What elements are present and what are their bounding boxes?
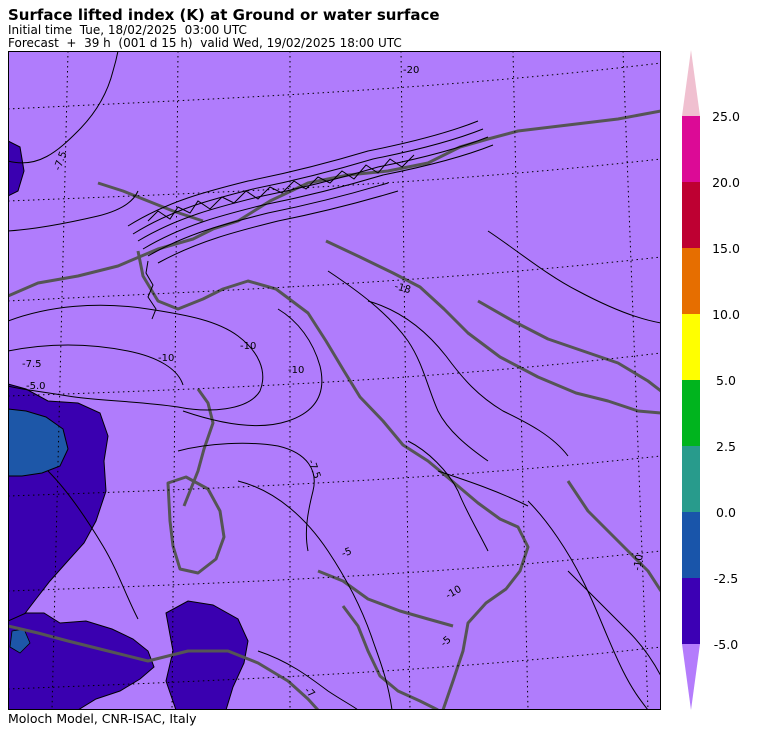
- forecast-valid-line: Forecast + 39 h (001 d 15 h) valid Wed, …: [8, 36, 402, 50]
- colorbar-band: [682, 248, 700, 314]
- contour-label: -10: [240, 341, 256, 352]
- field-background: [8, 51, 661, 710]
- map-frame: [8, 51, 661, 710]
- colorbar-tick-label: 0.0: [716, 505, 736, 520]
- coastlines: [8, 109, 661, 710]
- contour-label: -5.0: [26, 381, 46, 392]
- colorbar-band: [682, 116, 700, 182]
- low-region-southwest: [8, 612, 155, 710]
- contour-label: -10: [158, 353, 174, 364]
- contour-label: -10: [632, 554, 646, 572]
- colorbar-tick-label: 2.5: [716, 439, 736, 454]
- colorbar-tick-label: -2.5: [714, 571, 738, 586]
- colorbar-top-arrow: [682, 50, 700, 116]
- colorbar-tick-label: 5.0: [716, 373, 736, 388]
- contour-label: -5: [340, 546, 353, 560]
- lifted-index-map: -7.5 -20 -10 -18 -10 -7.5 -5.0 -10 -7.5 …: [8, 51, 661, 710]
- graticule: [8, 51, 661, 710]
- colorbar-tick-label: 20.0: [712, 175, 740, 190]
- colorbar-legend: 25.0 20.0 15.0 10.0 5.0 2.5 0.0 -2.5 -5.0: [682, 50, 740, 710]
- low-region-south: [165, 600, 249, 710]
- colorbar-band: [682, 578, 700, 644]
- low-region-northwest: [8, 140, 25, 197]
- contour-label: -7.5: [22, 359, 42, 370]
- regional-contours: [8, 51, 661, 710]
- contour-label: -20: [403, 65, 419, 76]
- colorbar-bottom-arrow: [682, 644, 700, 710]
- contour-label: -10: [288, 365, 304, 376]
- colorbar-band: [682, 182, 700, 248]
- model-credit: Moloch Model, CNR-ISAC, Italy: [8, 711, 197, 726]
- initial-time-line: Initial time Tue, 18/02/2025 03:00 UTC: [8, 23, 247, 37]
- colorbar-tick-label: 15.0: [712, 241, 740, 256]
- colorbar-band: [682, 446, 700, 512]
- alpine-contours: [127, 120, 494, 320]
- colorbar-tick-label: -5.0: [714, 637, 738, 652]
- colorbar-tick-label: 10.0: [712, 307, 740, 322]
- contour-label: -18: [393, 281, 412, 296]
- colorbar-band: [682, 314, 700, 380]
- colorbar-band: [682, 512, 700, 578]
- colorbar-tick-label: 25.0: [712, 109, 740, 124]
- map-title: Surface lifted index (K) at Ground or wa…: [8, 6, 440, 24]
- lowest-region-west: [8, 408, 69, 477]
- colorbar-band: [682, 380, 700, 446]
